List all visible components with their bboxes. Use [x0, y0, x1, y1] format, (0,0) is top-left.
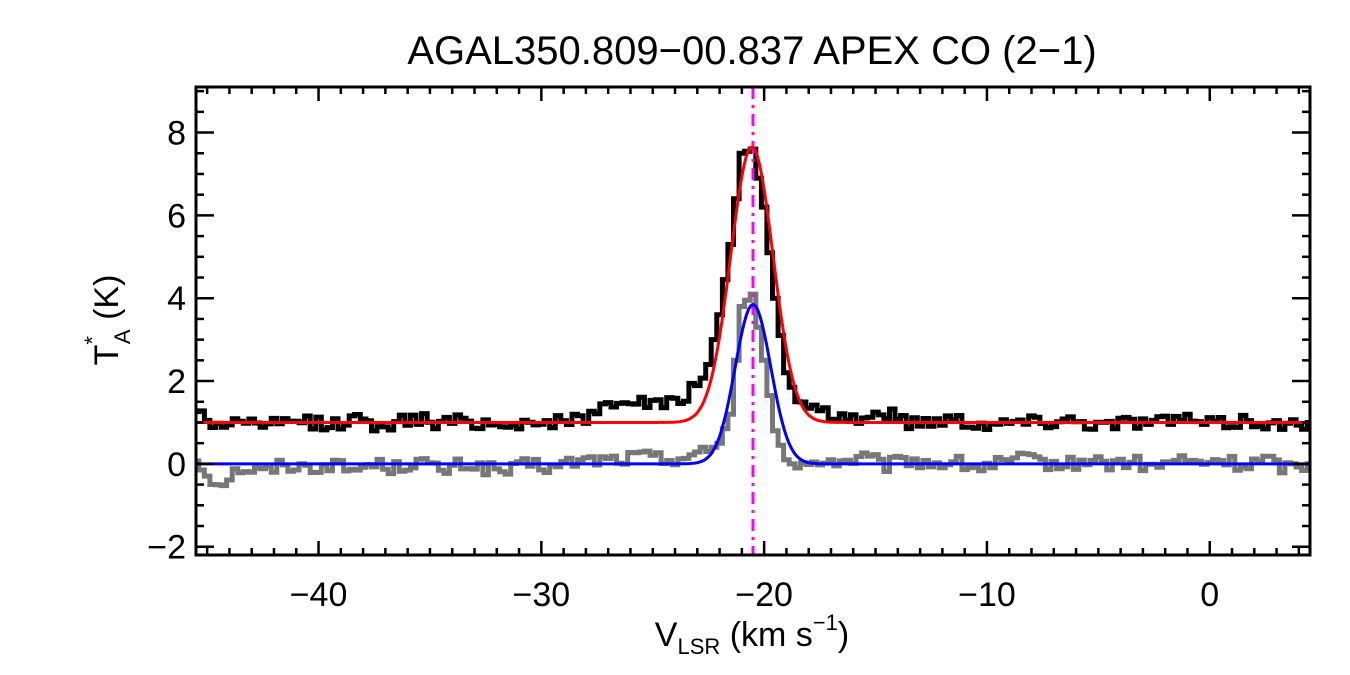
y-tick-label: 6	[167, 197, 186, 235]
y-tick-label: 0	[167, 446, 186, 484]
plot-area	[196, 87, 1310, 555]
x-axis-label: VLSR (km s−1)	[655, 610, 849, 659]
y-tick-label: −2	[147, 529, 186, 567]
y-axis-label: T* A (K)	[80, 275, 135, 366]
series-group	[196, 87, 1310, 555]
blue-gaussian-fit	[196, 302, 1310, 466]
red-gaussian-fit	[196, 145, 1310, 424]
y-axis-label-sup: *	[80, 336, 105, 345]
gray-spectrum-line	[196, 291, 1310, 489]
x-tick-label: −40	[290, 576, 348, 614]
chart-title: AGAL350.809−00.837 APEX CO (2−1)	[407, 29, 1096, 73]
y-tick-label: 8	[167, 115, 186, 153]
x-axis-label-close: )	[838, 616, 849, 654]
y-tick-label: 4	[167, 280, 186, 318]
plot-frame	[194, 85, 1312, 557]
x-tick-label: 0	[1200, 576, 1219, 614]
x-tick-label: −10	[958, 576, 1016, 614]
x-axis-label-sup: −1	[813, 610, 838, 635]
x-axis-label-sub: LSR	[677, 634, 720, 659]
x-axis-label-rest: (km s	[720, 616, 813, 654]
y-axis-label-main: T	[88, 345, 126, 366]
y-tick-label: 2	[167, 363, 186, 401]
y-axis-label-sub: A	[110, 329, 135, 344]
x-tick-label: −20	[735, 576, 793, 614]
y-axis-label-rest: (K)	[88, 275, 126, 330]
x-tick-label: −30	[512, 576, 570, 614]
x-axis-ticks: −40 −30 −20 −10 0	[205, 87, 1301, 614]
x-axis-label-main: V	[655, 616, 678, 654]
y-axis-ticks: −2 0 2 4 6 8	[147, 89, 1310, 567]
